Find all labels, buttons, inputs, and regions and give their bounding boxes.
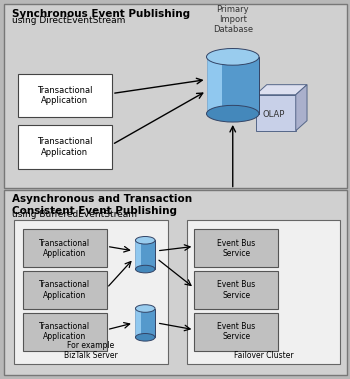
Ellipse shape — [135, 305, 155, 312]
Polygon shape — [135, 309, 155, 337]
Text: Primary
Import
Database: Primary Import Database — [213, 5, 253, 34]
Text: Transactional
Application: Transactional Application — [37, 86, 92, 105]
Polygon shape — [206, 57, 259, 114]
FancyBboxPatch shape — [194, 313, 278, 351]
Polygon shape — [296, 85, 307, 131]
FancyBboxPatch shape — [4, 190, 346, 375]
FancyBboxPatch shape — [194, 229, 278, 267]
Text: Failover Cluster: Failover Cluster — [233, 351, 293, 360]
Text: using BufferedEventStream: using BufferedEventStream — [12, 210, 137, 219]
Ellipse shape — [135, 334, 155, 341]
Polygon shape — [135, 240, 141, 269]
FancyBboxPatch shape — [18, 125, 112, 169]
FancyBboxPatch shape — [14, 220, 168, 364]
Text: Transactional
Application: Transactional Application — [39, 238, 90, 258]
Text: Transactional
Application: Transactional Application — [39, 280, 90, 300]
Ellipse shape — [135, 265, 155, 273]
Text: Asynchronous and Transaction
Consistent Event Publishing: Asynchronous and Transaction Consistent … — [12, 194, 192, 216]
Text: Event Bus
Service: Event Bus Service — [217, 280, 256, 300]
Polygon shape — [135, 309, 141, 337]
Ellipse shape — [135, 236, 155, 244]
FancyBboxPatch shape — [194, 271, 278, 309]
Polygon shape — [256, 85, 307, 95]
Text: using DirectEventStream: using DirectEventStream — [12, 16, 126, 25]
FancyBboxPatch shape — [23, 229, 107, 267]
Polygon shape — [135, 240, 155, 269]
Text: For example
BizTalk Server: For example BizTalk Server — [64, 341, 118, 360]
Ellipse shape — [206, 105, 259, 122]
Polygon shape — [206, 57, 222, 114]
FancyBboxPatch shape — [187, 220, 340, 364]
Text: Event Bus
Service: Event Bus Service — [217, 238, 256, 258]
Text: Event Bus
Service: Event Bus Service — [217, 322, 256, 341]
FancyBboxPatch shape — [23, 313, 107, 351]
FancyBboxPatch shape — [4, 4, 346, 188]
Ellipse shape — [206, 49, 259, 65]
Text: Synchronous Event Publishing: Synchronous Event Publishing — [12, 9, 190, 19]
FancyBboxPatch shape — [23, 271, 107, 309]
Text: OLAP: OLAP — [262, 110, 285, 119]
Text: Transactional
Application: Transactional Application — [37, 137, 92, 157]
FancyBboxPatch shape — [18, 74, 112, 117]
Text: Transactional
Application: Transactional Application — [39, 322, 90, 341]
Polygon shape — [256, 95, 296, 131]
